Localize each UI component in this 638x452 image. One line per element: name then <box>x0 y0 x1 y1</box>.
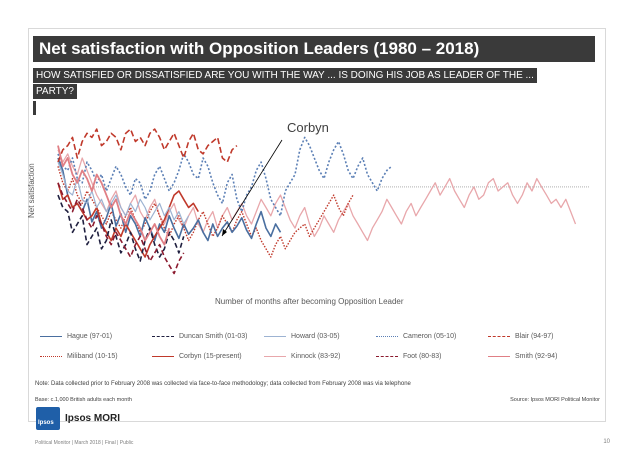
methodology-note: Note: Data collected prior to February 2… <box>35 381 411 387</box>
legend-swatch <box>264 335 286 337</box>
legend-swatch <box>376 355 398 357</box>
legend-label: Miliband (10-15) <box>67 352 118 360</box>
series-line-corbyn <box>57 182 199 258</box>
legend-label: Cameron (05-10) <box>403 332 457 340</box>
footer-text: Political Monitor | March 2018 | Final |… <box>35 440 134 446</box>
series-line-hague <box>57 157 282 242</box>
question-marker <box>33 101 36 115</box>
legend-entry: Corbyn (15-present) <box>152 350 242 362</box>
series-group <box>57 128 577 275</box>
legend-swatch <box>264 355 286 357</box>
legend-entry: Duncan Smith (01-03) <box>152 330 247 342</box>
series-line-duncan <box>57 194 185 262</box>
legend-entry: Howard (03-05) <box>264 330 340 342</box>
ipsos-logo-text: Ipsos <box>38 420 54 426</box>
source-text: Source: Ipsos MORI Political Monitor <box>510 397 600 403</box>
series-line-howard <box>57 161 190 225</box>
legend-entry: Kinnock (83-92) <box>264 350 340 362</box>
series-line-smith <box>57 145 171 246</box>
legend-entry: Smith (92-94) <box>488 350 557 362</box>
legend-swatch <box>376 335 398 337</box>
legend-swatch <box>488 355 510 357</box>
legend-swatch <box>152 355 174 357</box>
page-title: Net satisfaction with Opposition Leaders… <box>33 36 595 62</box>
legend-entry: Cameron (05-10) <box>376 330 456 342</box>
series-line-miliband <box>57 166 354 258</box>
chart-legend: Hague (97-01) Duncan Smith (01-03) Howard … <box>38 330 598 372</box>
y-axis-label: Net satisfaction <box>27 163 36 218</box>
legend-swatch <box>488 335 510 337</box>
legend-swatch <box>40 355 62 357</box>
legend-label: Duncan Smith (01-03) <box>179 332 248 340</box>
legend-label: Corbyn (15-present) <box>179 352 242 360</box>
page-number: 10 <box>603 439 610 445</box>
annotation-pointer-line <box>221 139 283 237</box>
series-line-cameron <box>57 136 393 217</box>
annotation-label: Corbyn <box>287 120 329 135</box>
base-text: Base: c.1,000 British adults each month <box>35 397 132 403</box>
legend-label: Blair (94-97) <box>515 332 554 340</box>
annotation-arrowhead <box>222 229 227 236</box>
legend-entry: Hague (97-01) <box>40 330 112 342</box>
net-satisfaction-chart <box>57 128 590 275</box>
series-line-kinnock <box>57 149 577 242</box>
question-text-line1: HOW SATISFIED OR DISSATISFIED ARE YOU WI… <box>33 68 537 83</box>
annotation-arrow <box>221 139 283 237</box>
ipsos-logo <box>36 407 60 430</box>
series-line-blair <box>57 128 238 163</box>
legend-label: Howard (03-05) <box>291 332 340 340</box>
legend-entry: Foot (80-83) <box>376 350 442 362</box>
brand-name: Ipsos MORI <box>65 413 121 424</box>
legend-swatch <box>152 335 174 337</box>
x-axis-label: Number of months after becoming Oppositi… <box>215 297 404 306</box>
legend-label: Kinnock (83-92) <box>291 352 341 360</box>
legend-swatch <box>40 335 62 337</box>
question-text-line2: PARTY? <box>33 84 77 99</box>
series-line-foot <box>57 182 185 275</box>
slide-frame <box>28 28 606 422</box>
legend-label: Smith (92-94) <box>515 352 558 360</box>
legend-label: Hague (97-01) <box>67 332 113 340</box>
legend-entry: Miliband (10-15) <box>40 350 118 362</box>
legend-entry: Blair (94-97) <box>488 330 554 342</box>
legend-label: Foot (80-83) <box>403 352 442 360</box>
